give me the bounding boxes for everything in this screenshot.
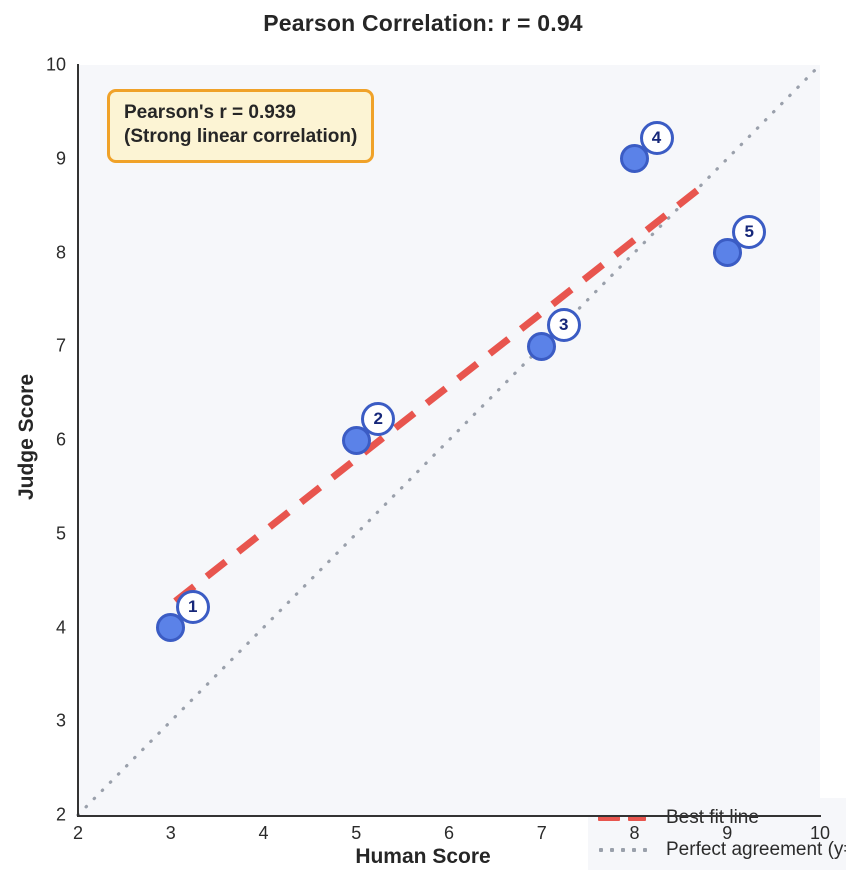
y-tick-label: 2 — [55, 804, 66, 825]
y-tick-label: 4 — [55, 617, 66, 637]
data-point-label-badge: 5 — [732, 214, 767, 249]
x-tick-label: 6 — [443, 823, 455, 843]
x-tick-label: 2 — [72, 823, 84, 843]
y-tick-label: 5 — [55, 523, 66, 544]
y-tick-label: 9 — [55, 148, 66, 169]
legend-label-best-fit: Best fit line — [666, 807, 759, 828]
annotation-line-1: Pearson's r = 0.939 — [124, 102, 296, 123]
y-tick-label: 7 — [55, 335, 66, 356]
perfect-agreement-line-swatch-icon — [596, 839, 654, 861]
x-tick-label: 5 — [351, 823, 362, 843]
perfect-agreement-line — [76, 63, 822, 817]
data-point-label-badge: 4 — [639, 120, 674, 155]
y-tick-label: 6 — [55, 429, 66, 450]
series-lines-layer — [76, 63, 822, 817]
legend-label-perfect-agreement: Perfect agreement (y=x) — [666, 839, 846, 860]
x-axis-label: Human Score — [355, 845, 491, 868]
data-point-label-badge: 1 — [175, 589, 210, 624]
chart-title: Pearson Correlation: r = 0.94 — [263, 10, 583, 36]
y-axis-ticks: 2 3 4 5 6 7 8 9 10 — [0, 0, 66, 884]
annotation-line-2: (Strong linear correlation) — [124, 125, 358, 147]
correlation-annotation-box: Pearson's r = 0.939 (Strong linear corre… — [107, 89, 375, 163]
x-tick-label: 8 — [629, 823, 640, 843]
data-point-label-badge: 2 — [361, 402, 396, 436]
x-tick-label: 7 — [536, 823, 547, 843]
data-point-label-badge: 3 — [546, 308, 581, 343]
legend-item-best-fit: Best fit line — [588, 802, 846, 834]
chart-legend: Best fit line Perfect agreement (y=x) — [588, 798, 846, 870]
y-tick-label: 8 — [55, 242, 66, 262]
x-tick-label: 10 — [809, 823, 831, 843]
data-point-marker[interactable] — [620, 144, 649, 174]
x-axis-ticks: 2 3 4 5 6 7 8 9 10 — [0, 823, 846, 853]
x-tick-label: 3 — [165, 823, 176, 843]
legend-item-perfect-agreement: Perfect agreement (y=x) — [588, 834, 846, 866]
data-point-marker[interactable] — [712, 238, 742, 267]
best-fit-line — [173, 182, 707, 604]
x-tick-label: 9 — [722, 823, 733, 843]
y-tick-label: 10 — [45, 54, 66, 75]
x-tick-label: 4 — [258, 823, 269, 843]
x-axis-line — [77, 815, 821, 817]
best-fit-line-swatch-icon — [596, 807, 654, 829]
plot-area: 1 2 3 4 5 Best fit line Perfect agreement (y… — [76, 63, 846, 870]
y-axis-line — [77, 64, 79, 816]
y-tick-label: 3 — [55, 710, 66, 731]
y-axis-label: Judge Score — [15, 373, 38, 501]
